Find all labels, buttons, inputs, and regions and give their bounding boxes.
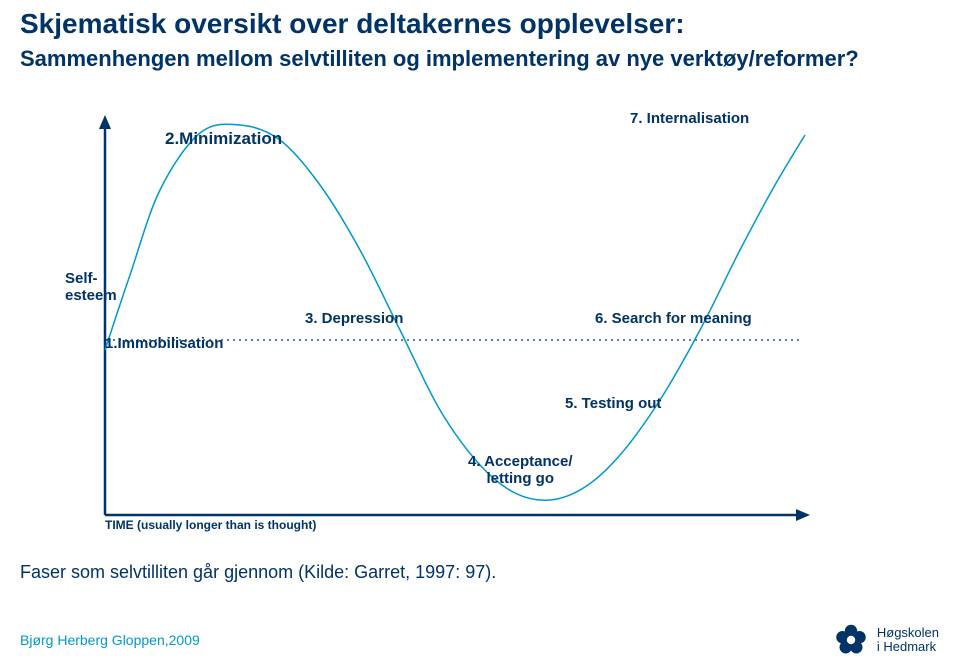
- label-immobilisation: 1.Immobilisation: [105, 335, 223, 352]
- label-selfesteem: Self- esteem: [65, 270, 117, 305]
- slide-subtitle: Sammenhengen mellom selvtilliten og impl…: [20, 46, 920, 72]
- footer-institution: Høgskolen i Hedmark: [877, 626, 939, 655]
- slide-title: Skjematisk oversikt over deltakernes opp…: [20, 8, 920, 40]
- label-testing: 5. Testing out: [565, 395, 661, 412]
- label-search: 6. Search for meaning: [595, 310, 752, 327]
- label-internalisation: 7. Internalisation: [630, 110, 749, 127]
- label-acceptance: 4. Acceptance/ letting go: [468, 453, 573, 488]
- slide: Skjematisk oversikt over deltakernes opp…: [0, 0, 959, 668]
- footer-institution-line1: Høgskolen: [877, 625, 939, 640]
- label-depression: 3. Depression: [305, 310, 403, 327]
- footer-author: Bjørg Herberg Gloppen,2009: [20, 632, 200, 648]
- caption: Faser som selvtilliten går gjennom (Kild…: [20, 562, 496, 583]
- label-acceptance-line1: 4. Acceptance/: [468, 453, 573, 470]
- footer: Bjørg Herberg Gloppen,2009 Høgskolen i H…: [0, 618, 959, 668]
- label-acceptance-line2: letting go: [487, 470, 555, 487]
- label-selfesteem-line2: esteem: [65, 287, 117, 304]
- label-selfesteem-line1: Self-: [65, 270, 98, 287]
- flower-icon: [833, 622, 869, 658]
- transition-curve-chart: 7. Internalisation 2.Minimization Self- …: [20, 115, 930, 535]
- footer-logo: Høgskolen i Hedmark: [833, 622, 939, 658]
- label-time: TIME (usually longer than is thought): [105, 519, 316, 533]
- footer-institution-line2: i Hedmark: [877, 639, 936, 654]
- label-minimization: 2.Minimization: [165, 129, 282, 149]
